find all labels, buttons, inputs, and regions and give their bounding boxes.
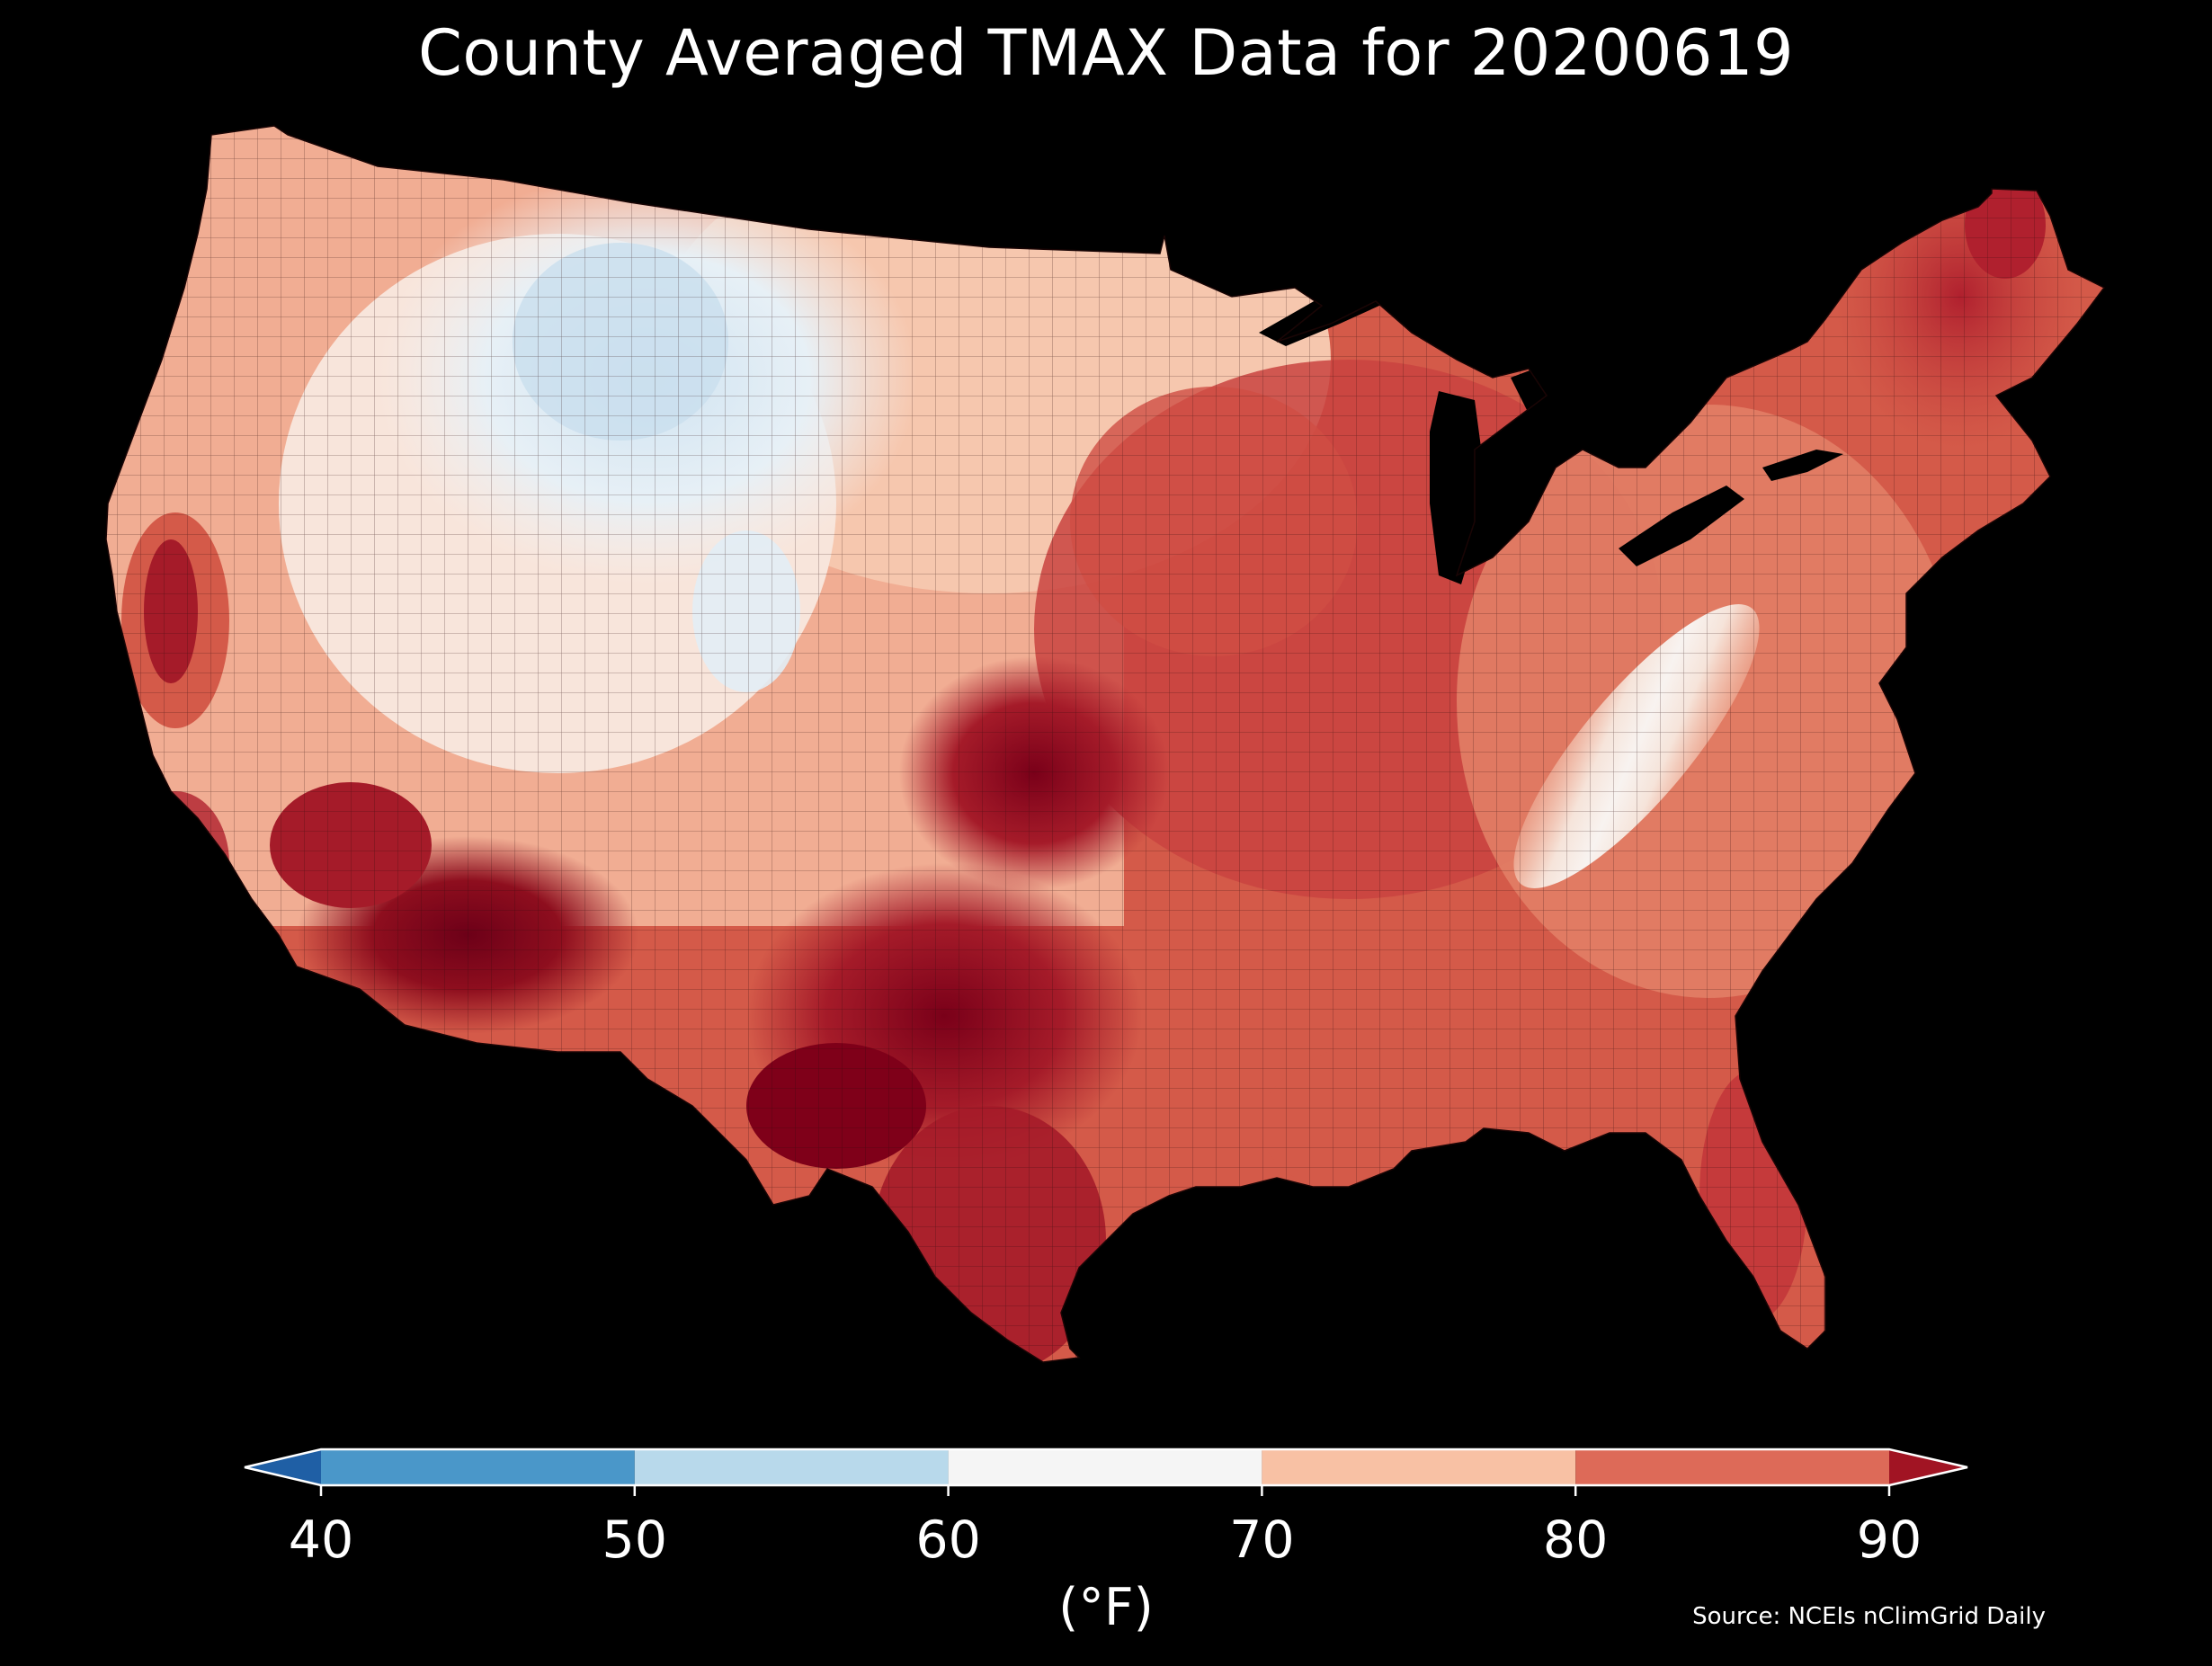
colorbar-bin-70-80 <box>1262 1449 1576 1485</box>
colorbar-tick-label: 80 <box>1542 1510 1609 1570</box>
colorbar-bin-80-90 <box>1575 1449 1889 1485</box>
colorbar-bin-60-70 <box>948 1449 1262 1485</box>
colorbar-bin-40-50 <box>321 1449 635 1485</box>
colorbar-tick-label: 60 <box>915 1510 981 1570</box>
colorbar-tick-label: 50 <box>602 1510 668 1570</box>
colorbar-tick-label: 70 <box>1229 1510 1295 1570</box>
colorbar-tick-label: 40 <box>288 1510 354 1570</box>
colorbar-tick-label: 90 <box>1856 1510 1922 1570</box>
colorbar-over-arrow <box>1889 1449 1967 1485</box>
colorbar-under-arrow <box>245 1449 321 1485</box>
source-credit: Source: NCEIs nClimGrid Daily <box>1692 1603 2046 1630</box>
map-title: County Averaged TMAX Data for 20200619 <box>417 16 1795 90</box>
colorbar-bin-50-60 <box>634 1449 949 1485</box>
colorbar-units-label: (°F) <box>1058 1578 1154 1637</box>
